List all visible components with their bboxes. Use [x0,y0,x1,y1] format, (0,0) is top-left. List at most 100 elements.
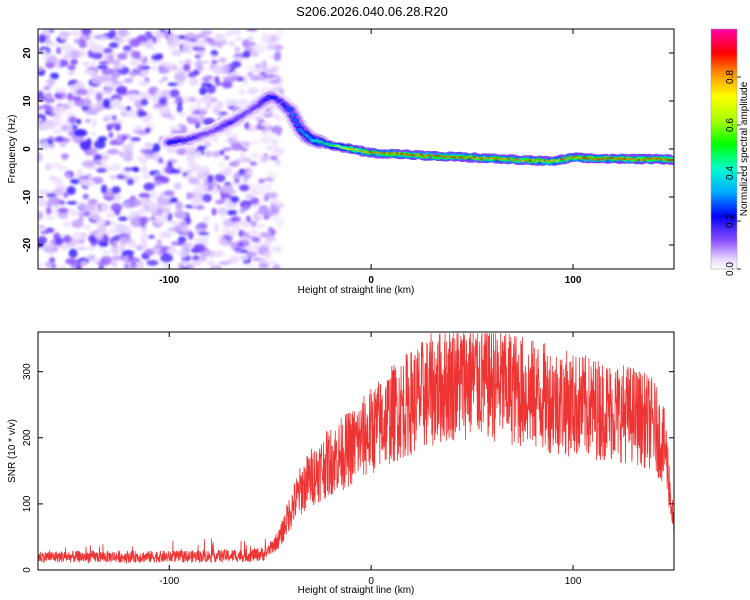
noise-blob [151,152,160,161]
noise-blob [242,39,250,48]
noise-blob [54,237,64,246]
ridge-mark [288,108,293,113]
ridge-mark [649,157,653,160]
ridge-mark [548,160,552,163]
noise-blob [159,192,165,202]
ridge-mark [628,158,632,161]
noise-blob [57,165,67,171]
noise-blob [260,121,271,127]
noise-blob [66,186,76,195]
ridge-mark [475,157,479,160]
noise-blob [96,65,109,70]
ridge-mark [574,156,578,159]
noise-blob [49,72,59,80]
noise-blob [194,151,203,159]
y-tick-label: 0 [22,567,33,573]
noise-blob [182,172,188,177]
ridge-mark [654,157,658,160]
noise-blob [247,244,254,253]
ridge-mark [608,156,612,159]
noise-blob [116,105,127,110]
noise-blob [84,109,98,115]
noise-blob [211,150,221,158]
noise-blob [70,178,82,184]
noise-blob [52,129,63,135]
ridge-mark [640,158,644,162]
noise-blob [89,210,100,220]
colorbar-frame [710,28,738,270]
noise-blob [210,54,216,59]
noise-blob [264,131,271,139]
noise-blob [123,50,131,54]
noise-blob [187,263,195,269]
noise-blob [155,216,167,225]
noise-blob [189,114,197,119]
ridge-mark [620,157,624,161]
noise-blob [246,29,258,32]
noise-blob [122,153,134,162]
noise-blob [104,79,114,89]
ridge-mark [616,157,619,160]
noise-blob [128,241,137,249]
noise-blob [78,211,86,217]
noise-blob [98,265,105,269]
noise-blob [67,64,76,71]
noise-blob [276,203,285,208]
noise-blob [270,204,276,211]
ridge-mark [553,159,556,162]
noise-blob [259,71,267,77]
noise-blob [217,42,223,49]
noise-blob [276,83,283,88]
ridge-mark [579,157,583,160]
noise-blob [124,262,130,269]
noise-blob [147,111,153,121]
noise-blob [238,220,249,225]
noise-blob [112,36,120,41]
noise-blob [243,204,250,211]
ridge-mark [502,157,506,160]
noise-blob [112,240,118,247]
ridge-mark [577,156,581,159]
noise-blob [182,242,194,249]
noise-blob [263,177,274,182]
noise-blob [175,201,184,211]
ridge-mark [305,134,310,138]
noise-blob [75,246,87,251]
noise-blob [228,40,236,47]
ridge-mark [446,155,450,158]
noise-blob [128,38,141,48]
ridge-mark [441,155,445,158]
noise-blob [232,132,238,140]
ridge-mark [632,157,636,160]
noise-blob [138,111,148,117]
noise-blob [121,144,134,151]
noise-blob [248,36,254,41]
noise-blob [205,150,212,158]
ridge-mark [361,150,365,153]
noise-blob [128,140,137,146]
spectrogram-ridge [160,89,674,166]
noise-blob [46,201,54,207]
noise-blob [239,208,246,214]
noise-blob [196,38,207,48]
noise-blob [259,157,268,164]
noise-blob [58,264,67,269]
ridge-mark [347,148,350,151]
ridge-mark [494,157,498,160]
noise-blob [83,203,95,212]
noise-blob [185,148,196,155]
noise-blob [68,116,78,124]
y-tick-label: 200 [22,429,33,446]
noise-blob [48,163,62,168]
ridge-mark [292,118,298,122]
ridge-mark [645,157,648,160]
ridge-mark [431,154,435,157]
noise-blob [257,257,263,262]
noise-blob [54,93,63,99]
noise-blob [109,139,118,146]
noise-blob [96,160,102,165]
noise-blob [231,142,244,151]
noise-blob [256,222,266,229]
noise-blob [111,260,118,267]
colorbar-title: Normalized spectral amplitude [739,81,750,216]
